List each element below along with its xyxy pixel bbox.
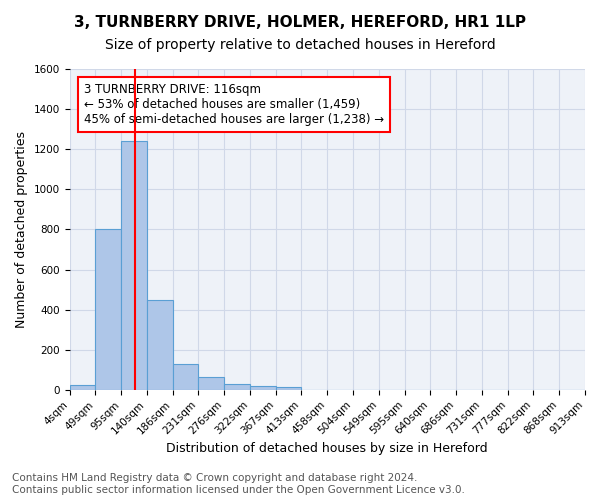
Bar [224,384,250,390]
Bar [250,386,276,390]
Text: Size of property relative to detached houses in Hereford: Size of property relative to detached ho… [104,38,496,52]
Bar [121,141,147,390]
X-axis label: Distribution of detached houses by size in Hereford: Distribution of detached houses by size … [166,442,488,455]
Bar [276,387,301,390]
Bar [147,300,173,390]
Bar [199,378,224,390]
Y-axis label: Number of detached properties: Number of detached properties [15,131,28,328]
Bar [95,230,121,390]
Text: Contains HM Land Registry data © Crown copyright and database right 2024.
Contai: Contains HM Land Registry data © Crown c… [12,474,465,495]
Text: 3 TURNBERRY DRIVE: 116sqm
← 53% of detached houses are smaller (1,459)
45% of se: 3 TURNBERRY DRIVE: 116sqm ← 53% of detac… [84,83,384,126]
Text: 3, TURNBERRY DRIVE, HOLMER, HEREFORD, HR1 1LP: 3, TURNBERRY DRIVE, HOLMER, HEREFORD, HR… [74,15,526,30]
Bar [70,385,95,390]
Bar [173,364,199,390]
